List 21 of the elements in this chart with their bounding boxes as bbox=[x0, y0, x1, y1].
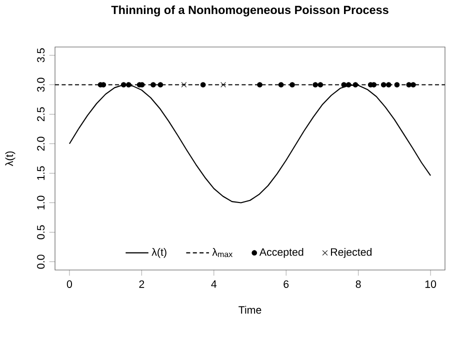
y-axis-title: λ(t) bbox=[5, 151, 16, 166]
y-tick-label: 3.0 bbox=[37, 78, 45, 92]
x-tick-label: 0 bbox=[66, 280, 72, 288]
x-tick-label: 6 bbox=[284, 280, 289, 288]
x-tick-label: 4 bbox=[211, 280, 217, 288]
x-axis-title: Time bbox=[238, 306, 262, 314]
legend-label: Accepted bbox=[259, 248, 304, 258]
y-tick-label: 2.5 bbox=[37, 107, 45, 122]
y-tick-label: 1.0 bbox=[37, 196, 45, 210]
legend-label: λ$_{max}$ bbox=[212, 248, 233, 258]
x-tick-label: 10 bbox=[425, 280, 436, 288]
y-tick-label: 1.5 bbox=[37, 166, 45, 180]
y-tick-label: 0.0 bbox=[37, 254, 45, 269]
y-tick-label: 3.5 bbox=[37, 48, 45, 62]
legend-label: λ(t) bbox=[152, 248, 166, 258]
x-tick-label: 8 bbox=[356, 280, 361, 288]
x-tick-label: 2 bbox=[139, 280, 144, 288]
y-tick-label: 2.0 bbox=[37, 136, 45, 151]
chart-title: Thinning of a Nonhomogeneous Poisson Process bbox=[111, 5, 388, 16]
y-tick-label: 0.5 bbox=[37, 225, 45, 240]
legend-label: Rejected bbox=[331, 248, 372, 258]
